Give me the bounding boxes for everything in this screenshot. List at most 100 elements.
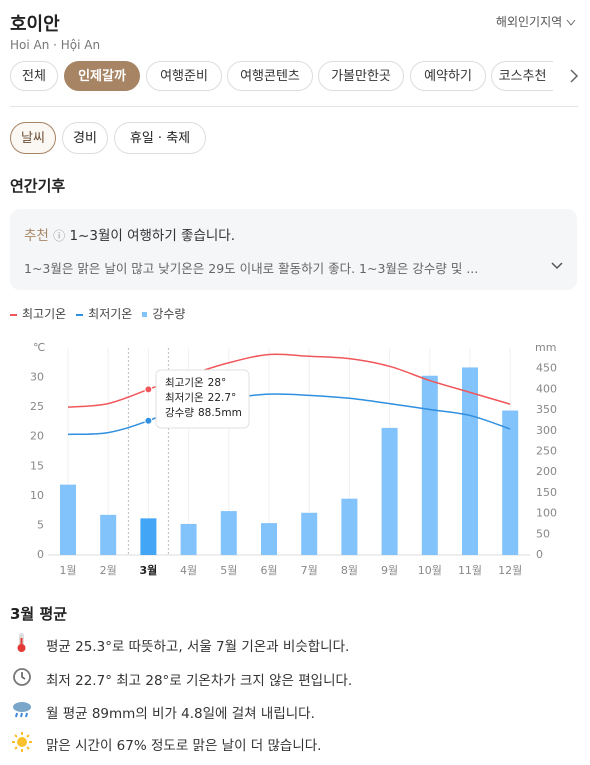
bar	[462, 367, 478, 555]
y2-tick-label: 350	[536, 403, 557, 416]
y2-tick-label: 0	[536, 548, 543, 561]
bar	[421, 375, 438, 555]
x-tick-label: 8월	[341, 564, 358, 577]
legend-label: 강수량	[152, 307, 186, 321]
tooltip-name: 최저기온	[165, 392, 204, 404]
scroll-arrow[interactable]	[568, 68, 580, 84]
region-link[interactable]: 해외인기지역	[496, 13, 576, 30]
bar	[301, 512, 318, 555]
recommend-box	[10, 209, 577, 290]
tab[interactable]: 여행콘텐츠	[227, 61, 313, 91]
tab[interactable]: 코스추천	[491, 61, 553, 91]
tab[interactable]: 예약하기	[410, 61, 486, 91]
y-tick-label: 15	[30, 459, 44, 472]
subtitle: Hoi An · Hội An	[10, 38, 101, 52]
x-tick-label: 5월	[220, 564, 237, 577]
tooltip-value: 88.5mm	[198, 407, 242, 419]
legend-marker	[76, 313, 84, 316]
y-tick-label: 30	[30, 371, 44, 384]
tab-active[interactable]: 인제갈까	[64, 61, 140, 91]
y-tick-label: 5	[37, 518, 44, 531]
tooltip-name: 강수량	[165, 407, 194, 419]
y-unit: ℃	[33, 341, 45, 354]
x-tick-label: 1월	[59, 564, 76, 577]
summary-item: 평균 25.3°로 따뜻하고, 서울 7월 기온과 비슷합니다.	[46, 639, 350, 655]
tab[interactable]: 가볼만한곳	[318, 61, 404, 91]
info-icon[interactable]: ⓘ	[53, 229, 66, 243]
y2-tick-label: 100	[536, 507, 557, 520]
highlight-dot	[144, 385, 153, 394]
summary-title: 3월 평균	[10, 605, 68, 623]
legend-label: 최저기온	[88, 307, 133, 321]
detail: 1~3월은 맑은 날이 많고 낮기온은 29도 이내로 활동하기 좋다. 1~3…	[24, 261, 479, 276]
tooltip-value: 22.7°	[208, 392, 237, 404]
subtab-active[interactable]: 날씨	[10, 122, 56, 154]
legend: 최고기온 최저기온 강수량	[10, 305, 185, 322]
bar	[502, 410, 519, 555]
tooltip-line: 최고기온 28°	[165, 377, 226, 389]
x-tick-label: 9월	[381, 564, 398, 577]
bar	[140, 518, 157, 555]
section-title: 연간기후	[10, 177, 66, 195]
chevron	[566, 19, 576, 26]
y2-tick-label: 450	[536, 362, 557, 375]
x-tick-label: 4월	[180, 564, 197, 577]
line	[67, 353, 511, 408]
y2-tick-label: 400	[536, 382, 557, 395]
bar	[180, 523, 197, 555]
recommend-head: 추천 ⓘ 1~3월이 여행하기 좋습니다.	[24, 224, 235, 244]
legend-label: 최고기온	[22, 307, 67, 321]
subtab[interactable]: 경비	[62, 122, 108, 154]
bar	[261, 523, 277, 555]
x-tick-label: 3월	[140, 563, 158, 577]
y2-tick-label: 250	[536, 445, 557, 458]
x-tick-label: 11월	[458, 564, 482, 577]
bar	[100, 514, 117, 555]
divider	[10, 106, 578, 107]
legend-marker	[142, 312, 148, 317]
tooltip-value: 28°	[208, 377, 227, 389]
summary-item: 월 평균 89mm의 비가 4.8일에 걸쳐 내립니다.	[46, 706, 315, 722]
subtab[interactable]: 휴일 · 축제	[114, 122, 206, 154]
region-link-text[interactable]: 해외인기지역	[495, 15, 563, 29]
tooltip	[155, 369, 250, 429]
badge: 추천	[24, 228, 49, 244]
x-tick-label: 7월	[301, 564, 318, 577]
bar	[381, 427, 398, 555]
legend-marker	[10, 313, 17, 316]
bar	[220, 511, 237, 555]
bar	[341, 498, 358, 555]
tooltip-line: 최저기온 22.7°	[165, 392, 236, 404]
tab[interactable]: 여행준비	[146, 61, 222, 91]
sun-icon	[12, 732, 32, 752]
y2-tick-label: 200	[536, 465, 557, 478]
y-tick-label: 0	[37, 548, 44, 561]
y-tick-label: 25	[30, 400, 44, 413]
line	[67, 393, 511, 436]
y2-unit: mm	[535, 341, 556, 354]
tab[interactable]: 전체	[10, 61, 58, 91]
x-tick-label: 6월	[260, 564, 277, 577]
tooltip-name: 최고기온	[165, 377, 204, 389]
y2-tick-label: 300	[536, 424, 557, 437]
expand[interactable]	[550, 261, 564, 271]
title: 호이안	[10, 14, 60, 35]
highlight-dot	[144, 416, 153, 425]
summary-item: 맑은 시간이 67% 정도로 맑은 날이 더 많습니다.	[46, 738, 322, 754]
y-tick-label: 20	[30, 430, 44, 443]
x-tick-label: 10월	[418, 564, 442, 577]
y2-tick-label: 50	[536, 527, 550, 540]
y2-tick-label: 150	[536, 486, 557, 499]
chart: ℃ mm0510152025300501001502002503003504004…	[30, 341, 557, 577]
y-tick-label: 10	[30, 489, 44, 502]
clock-icon	[13, 668, 31, 686]
tooltip-line: 강수량 88.5mm	[165, 407, 242, 419]
rain-icon	[13, 702, 31, 718]
x-tick-label: 12월	[498, 564, 522, 577]
summary-item: 최저 22.7° 최고 28°로 기온차가 크지 않은 편입니다.	[46, 673, 353, 689]
headline: 1~3월이 여행하기 좋습니다.	[69, 228, 236, 244]
x-tick-label: 2월	[100, 564, 117, 577]
bar	[60, 484, 76, 555]
thermometer-icon	[17, 633, 26, 652]
